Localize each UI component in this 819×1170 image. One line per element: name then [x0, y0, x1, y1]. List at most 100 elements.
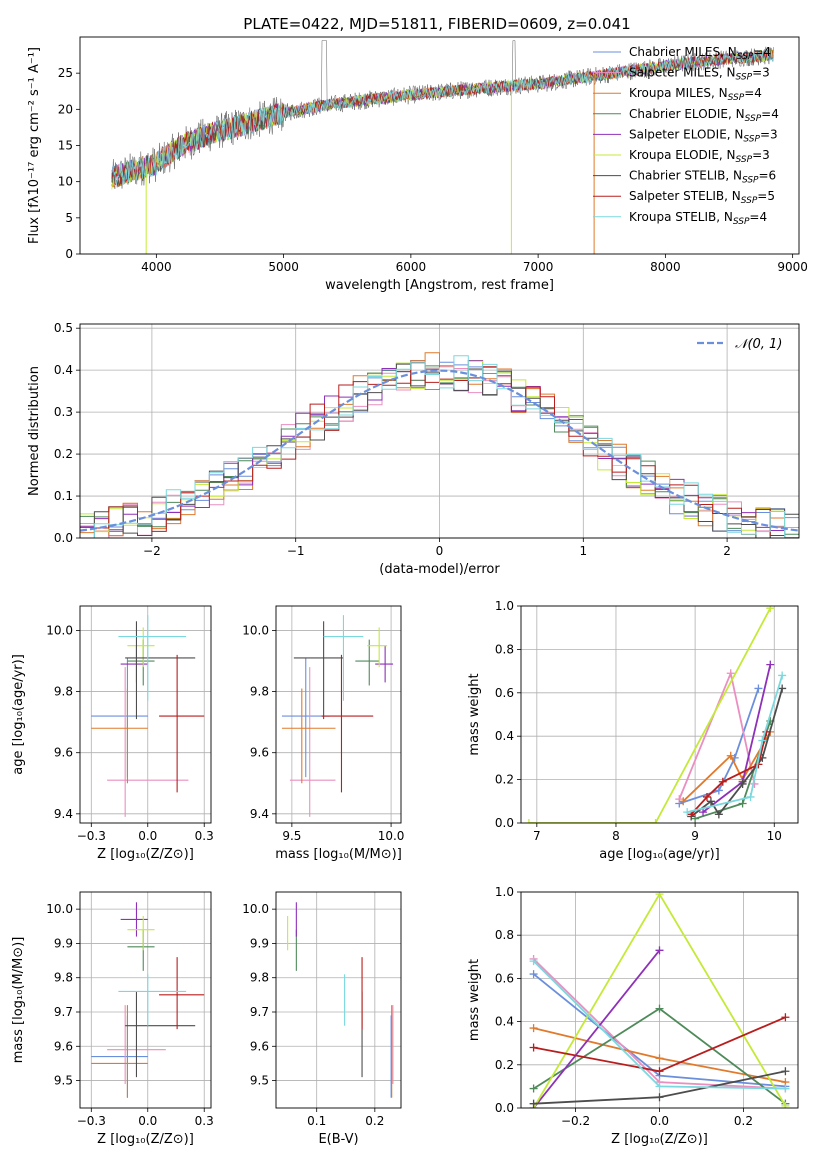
x-tick-label: 8 — [612, 829, 620, 843]
errorbar-salpeter-stelib — [321, 654, 374, 793]
x-tick-label: 6000 — [396, 260, 427, 274]
series-marker — [726, 751, 735, 760]
series-marker — [651, 819, 660, 823]
errorbar-kroupa-stelib — [118, 615, 187, 701]
errorbar-kroupa-miles — [91, 1005, 148, 1098]
axes-frame — [275, 891, 402, 1109]
series-marker — [781, 1101, 790, 1108]
x-tick-label: 7 — [533, 829, 541, 843]
y-tick-label: 10.0 — [242, 902, 269, 916]
errorbar-salpeter-elodie — [375, 645, 394, 683]
errorbar-chabrier-elodie — [355, 639, 380, 686]
y-tick-label: 0.8 — [495, 928, 514, 942]
series-kroupa-stelib — [683, 671, 787, 817]
panel-weight_vs_age: 7 8 9 10 0.0 0.2 0.4 0.6 0.8 1.0 age [log₁₀(age/yr… — [467, 599, 799, 862]
axes-frame — [79, 605, 212, 824]
y-tick-label: 10.0 — [46, 902, 73, 916]
errorbar-salpeter-miles — [107, 667, 189, 817]
x-axis-label: Z [log₁₀(Z/Z⊙)] — [97, 847, 194, 862]
panel-mass_vs_Z: −0.3 0.0 0.3 9.5 9.6 9.7 9.8 9.9 10.0 Z [log₁₀(Z/… — [11, 891, 214, 1147]
y-tick-label: 9.8 — [54, 971, 73, 985]
y-tick-label: 0.2 — [495, 1058, 514, 1072]
plot-area — [91, 615, 205, 817]
spectrum-legend: Chabrier MILES, NSSP=4 Salpeter MILES, NS… — [593, 45, 779, 227]
plot-area — [111, 40, 774, 254]
series-marker — [714, 810, 723, 819]
series-line — [679, 688, 760, 805]
x-tick-label: −1 — [287, 544, 305, 558]
grid-lines — [276, 606, 401, 823]
x-tick-label: −0.2 — [561, 1114, 590, 1128]
errorbar-salpeter-stelib — [159, 957, 205, 1030]
errorbar-kroupa-stelib — [323, 615, 364, 701]
x-tick-label: 2 — [723, 544, 731, 558]
y-tick-label: 9.8 — [54, 685, 73, 699]
axes-frame — [79, 323, 800, 539]
legend-label: Salpeter STELIB, NSSP=5 — [629, 189, 775, 206]
y-tick-label: 10.0 — [46, 623, 73, 637]
spectrum-kroupa-stelib — [111, 49, 774, 186]
x-tick-label: 0.0 — [138, 829, 157, 843]
y-tick-label: 0.1 — [54, 489, 73, 503]
series-marker — [766, 606, 775, 613]
series-salpeter-elodie — [529, 946, 664, 1108]
x-tick-label: 10.0 — [378, 829, 405, 843]
axes-frame — [520, 605, 799, 824]
x-axis-label: Z [log₁₀(Z/Z⊙)] — [611, 1132, 708, 1147]
histogram-kroupa-miles — [80, 352, 799, 538]
y-tick-label: 9.5 — [250, 1074, 269, 1088]
y-axis-label: Flux [fλ10⁻¹⁷ erg cm⁻² s⁻¹ A⁻¹] — [27, 47, 42, 244]
errorbar-kroupa-elodie — [367, 627, 388, 668]
series-marker — [529, 1024, 538, 1033]
y-tick-label: 10.0 — [242, 623, 269, 637]
panel-residuals: −2 −1 0 1 2 0.0 0.1 0.2 0.3 0.4 0.5 (data-model)/er… — [27, 321, 800, 577]
grid-lines — [521, 605, 798, 824]
x-tick-label: 0.0 — [138, 1114, 157, 1128]
panel-spectrum: 4000 5000 6000 7000 8000 9000 0 5 10 15 20 25 wavele… — [27, 36, 808, 293]
panel-weight_vs_Z: −0.2 0.0 0.2 0.0 0.2 0.4 0.6 0.8 1.0 Z [log₁₀(Z/Z… — [467, 885, 799, 1147]
legend-label: Kroupa STELIB, NSSP=4 — [629, 210, 767, 227]
errorbar-kroupa-miles — [91, 688, 148, 784]
series-marker — [529, 957, 538, 966]
x-tick-label: 1 — [579, 544, 587, 558]
y-tick-label: 1.0 — [495, 599, 514, 613]
y-tick-label: 0.5 — [54, 321, 73, 335]
x-tick-label: 9000 — [777, 260, 808, 274]
series-marker — [655, 1082, 664, 1091]
series-marker — [781, 1067, 790, 1076]
legend-label: Salpeter MILES, NSSP=3 — [629, 66, 770, 83]
y-tick-label: 20 — [58, 102, 73, 116]
series-marker — [529, 1099, 538, 1108]
errorbar-kroupa-stelib — [118, 974, 187, 1026]
y-tick-label: 9.6 — [250, 1039, 269, 1053]
errorbar-chabrier-stelib — [125, 991, 196, 1078]
plot-area — [80, 352, 799, 538]
series-marker — [679, 797, 688, 806]
series-marker — [726, 669, 735, 678]
errorbar-kroupa-elodie — [127, 916, 155, 951]
errorbar-chabrier-miles — [91, 657, 148, 778]
plot-area — [91, 902, 205, 1098]
series-kroupa-stelib — [529, 957, 790, 1093]
x-tick-label: 4000 — [141, 260, 172, 274]
y-tick-label: 0.0 — [495, 816, 514, 830]
errorbar-chabrier-stelib — [125, 621, 196, 720]
series-marker — [778, 671, 787, 680]
y-tick-label: 10 — [58, 175, 73, 189]
errorbar-chabrier-miles — [91, 1015, 148, 1098]
axes-frame — [275, 605, 402, 824]
x-tick-label: 10 — [767, 829, 782, 843]
panel-mass_vs_EBV: 0.1 0.2 9.5 9.6 9.7 9.8 9.9 10.0 E(B-V) — [242, 891, 402, 1147]
series-marker — [778, 684, 787, 693]
x-axis-label: (data-model)/error — [379, 562, 500, 577]
x-tick-label: 0.0 — [650, 1114, 669, 1128]
y-tick-label: 0 — [65, 247, 73, 261]
x-axis-label: Z [log₁₀(Z/Z⊙)] — [97, 1132, 194, 1147]
series-marker — [706, 797, 715, 806]
x-tick-label: 8000 — [650, 260, 681, 274]
normal-curve — [80, 369, 799, 532]
series-marker — [714, 786, 723, 795]
legend-label: Chabrier ELODIE, NSSP=4 — [629, 107, 779, 124]
panel-age_vs_mass: 9.5 10.0 9.4 9.6 9.8 10.0 mass [log₁₀(M/M⊙)] — [242, 605, 405, 862]
y-tick-label: 9.6 — [250, 746, 269, 760]
